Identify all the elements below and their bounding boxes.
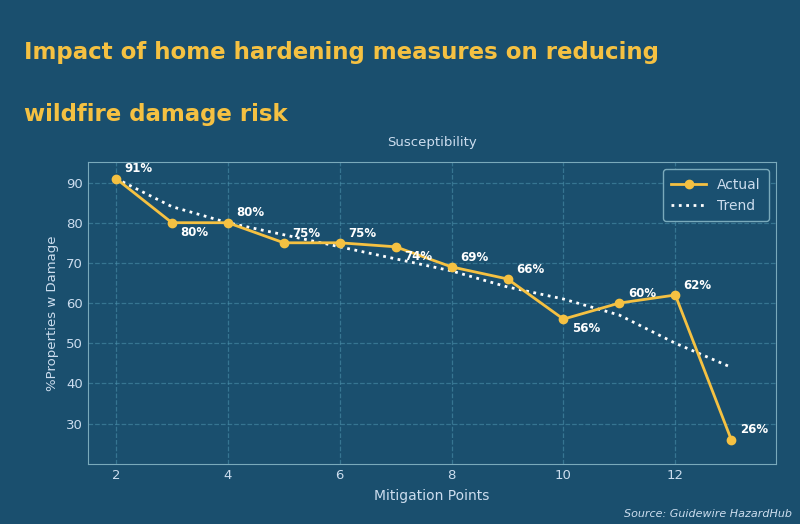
Text: 26%: 26% (740, 423, 768, 436)
Text: 74%: 74% (404, 250, 432, 263)
Text: 66%: 66% (516, 263, 544, 276)
Text: 56%: 56% (572, 322, 600, 335)
Y-axis label: %Properties w Damage: %Properties w Damage (46, 235, 59, 391)
Text: 80%: 80% (236, 206, 264, 220)
Legend: Actual, Trend: Actual, Trend (663, 169, 769, 221)
Text: 80%: 80% (180, 226, 209, 239)
Text: 69%: 69% (460, 250, 488, 264)
Text: 60%: 60% (628, 287, 656, 300)
Text: 91%: 91% (124, 162, 153, 176)
Text: 75%: 75% (292, 226, 320, 239)
Text: Source: Guidewire HazardHub: Source: Guidewire HazardHub (624, 509, 792, 519)
X-axis label: Mitigation Points: Mitigation Points (374, 488, 490, 503)
Text: Susceptibility: Susceptibility (387, 136, 477, 149)
Text: Impact of home hardening measures on reducing: Impact of home hardening measures on red… (24, 41, 659, 64)
Text: 62%: 62% (684, 279, 712, 292)
Text: 75%: 75% (348, 226, 376, 239)
Text: wildfire damage risk: wildfire damage risk (24, 103, 288, 126)
